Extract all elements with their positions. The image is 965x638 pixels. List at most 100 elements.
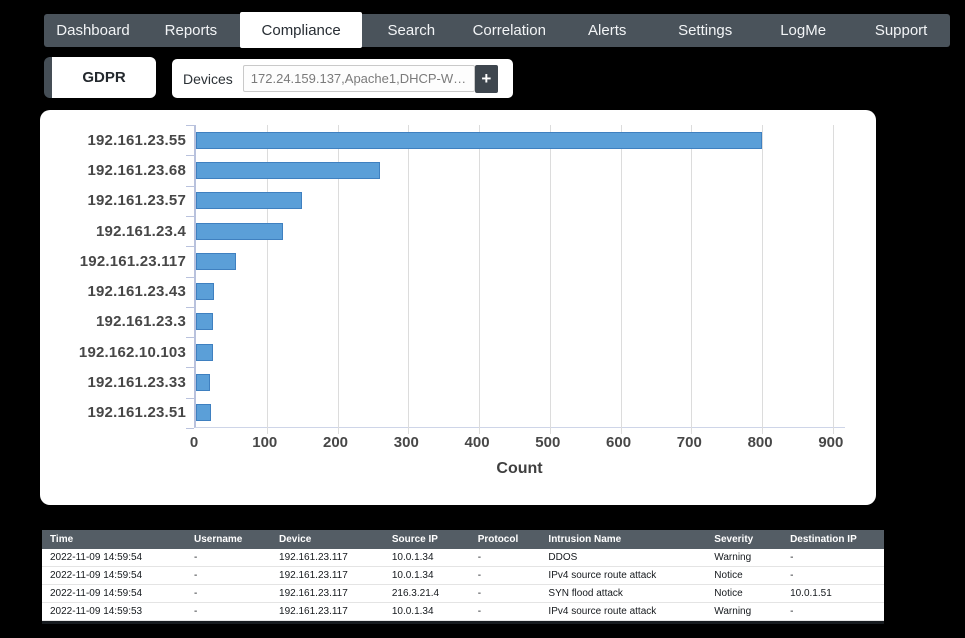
table-cell: -	[185, 549, 272, 567]
table-row[interactable]: 2022-11-09 14:59:54-192.161.23.117 10.0.1…	[42, 549, 884, 567]
y-axis-tick	[186, 306, 194, 308]
tab-support[interactable]: Support	[874, 22, 928, 39]
table-cell: -	[469, 584, 541, 603]
xtick-label-100: 100	[252, 434, 278, 451]
table-cell: -	[185, 602, 272, 621]
y-axis-tick	[186, 185, 194, 187]
gridline-700	[691, 125, 693, 434]
intrusion-log-table: Time Username Device Source IP Protocol Intru…	[42, 530, 884, 624]
chart-category-labels: 192.161.23.55 192.161.23.68 192.161.23.57 1…	[40, 125, 186, 428]
table-header-row: Time Username Device Source IP Protocol Intru…	[42, 530, 884, 549]
table-cell: 2022-11-09 14:59:54	[42, 584, 186, 603]
y-axis-tick	[186, 337, 194, 339]
gridline-300	[408, 125, 410, 434]
table-cell: -	[469, 602, 541, 621]
xtick-label-200: 200	[323, 434, 349, 451]
chart-plot	[186, 125, 845, 434]
table-cell: 216.3.21.4	[383, 584, 470, 603]
col-header-username: Username	[185, 530, 272, 549]
table-cell: 10.0.1.51	[782, 584, 884, 603]
bar-192.162.10.103[interactable]	[196, 343, 213, 361]
bar-192.161.23.3[interactable]	[196, 313, 213, 331]
gridline-900	[832, 125, 834, 434]
category-label: 192.161.23.4	[96, 222, 186, 240]
y-axis-tick	[186, 397, 194, 399]
tab-reports[interactable]: Reports	[164, 22, 218, 39]
y-axis-tick	[186, 125, 194, 126]
bar-chart-panel: 192.161.23.55 192.161.23.68 192.161.23.57 1…	[40, 110, 876, 505]
table-cell: 192.161.23.117	[271, 602, 384, 621]
table-cell: IPv4 source route attack	[540, 566, 707, 585]
gridline-400	[479, 125, 481, 434]
category-label: 192.161.23.43	[87, 283, 186, 301]
gridline-500	[549, 125, 551, 434]
tab-alerts[interactable]: Alerts	[588, 22, 627, 39]
table-cell: Warning	[706, 602, 783, 621]
bar-192.161.23.68[interactable]	[196, 161, 380, 179]
y-axis-tick	[186, 246, 194, 248]
add-device-button[interactable]: +	[474, 64, 498, 93]
chart-xaxis-title: Count	[496, 460, 543, 477]
col-header-source-ip: Source IP	[383, 530, 470, 549]
xtick-label-800: 800	[747, 434, 773, 451]
table-cell: 2022-11-09 14:59:54	[42, 566, 186, 585]
y-axis-tick	[186, 276, 194, 278]
table-cell: DDOS	[540, 549, 707, 567]
table-cell: Notice	[706, 566, 783, 585]
bar-192.161.23.33[interactable]	[196, 374, 211, 392]
table-row[interactable]: 2022-11-09 14:59:53-192.161.23.117 10.0.1…	[42, 602, 884, 621]
tab-compliance[interactable]: Compliance	[239, 12, 363, 48]
table-cell: 192.161.23.117	[271, 566, 384, 585]
xtick-label-500: 500	[535, 434, 561, 451]
col-header-time: Time	[42, 530, 186, 549]
xtick-label-300: 300	[393, 434, 419, 451]
table-cell: 10.0.1.34	[383, 566, 470, 585]
table-cell: 192.161.23.117	[271, 584, 384, 603]
y-axis-tick	[186, 155, 194, 157]
y-axis-tick	[186, 367, 194, 369]
table-row[interactable]: 2022-11-09 14:59:54-192.161.23.117 216.3.…	[42, 584, 884, 603]
gdpr-button[interactable]: GDPR	[44, 57, 156, 98]
gridline-800	[762, 125, 764, 434]
category-label: 192.161.23.68	[87, 161, 186, 179]
tab-logme[interactable]: LogMe	[780, 22, 827, 39]
bar-192.161.23.4[interactable]	[196, 222, 284, 240]
xtick-label-600: 600	[606, 434, 632, 451]
devices-panel: Devices +	[172, 59, 513, 98]
xtick-label-400: 400	[464, 434, 490, 451]
table-cell: IPv4 source route attack	[540, 602, 707, 621]
bar-192.161.23.117[interactable]	[196, 252, 236, 270]
table-body: 2022-11-09 14:59:54-192.161.23.117 10.0.1…	[42, 549, 884, 621]
bar-192.161.23.43[interactable]	[196, 283, 215, 301]
table-cell: Notice	[706, 584, 783, 603]
chart-xaxis-ticks: 0 100 200 300 400 500 600 700 800 900	[40, 434, 876, 456]
category-label: 192.161.23.57	[87, 192, 186, 210]
table-cell: Warning	[706, 549, 783, 567]
devices-input[interactable]	[242, 65, 475, 92]
tab-dashboard[interactable]: Dashboard	[56, 22, 130, 39]
col-header-device: Device	[271, 530, 384, 549]
bar-192.161.23.57[interactable]	[196, 192, 303, 210]
table-cell: -	[782, 566, 884, 585]
table-row[interactable]: 2022-11-09 14:59:54 - 192.161.23.117 10.0.1…	[42, 566, 884, 585]
tab-correlation[interactable]: Correlation	[472, 22, 546, 39]
category-label: 192.161.23.33	[87, 374, 186, 392]
table-cell: 2022-11-09 14:59:53	[42, 602, 186, 621]
table-cell: -	[185, 584, 272, 603]
table-cell: -	[782, 549, 884, 567]
bar-192.161.23.55[interactable]	[196, 131, 763, 149]
category-label: 192.161.23.117	[79, 252, 186, 270]
gridline-100	[266, 125, 268, 434]
table-cell: 2022-11-09 14:59:54	[42, 549, 186, 567]
xtick-label-0: 0	[189, 434, 199, 451]
table-cell: SYN flood attack	[540, 584, 707, 603]
table-cell: 192.161.23.117	[271, 549, 384, 567]
tab-search[interactable]: Search	[387, 22, 436, 39]
main-navbar: Dashboard Reports Compliance Search Correlat…	[44, 12, 950, 48]
tab-settings[interactable]: Settings	[678, 22, 733, 39]
bar-192.161.23.51[interactable]	[196, 404, 211, 422]
xtick-label-700: 700	[676, 434, 702, 451]
xtick-label-900: 900	[818, 434, 844, 451]
gridline-200	[337, 125, 339, 434]
table-cell: -	[469, 549, 541, 567]
